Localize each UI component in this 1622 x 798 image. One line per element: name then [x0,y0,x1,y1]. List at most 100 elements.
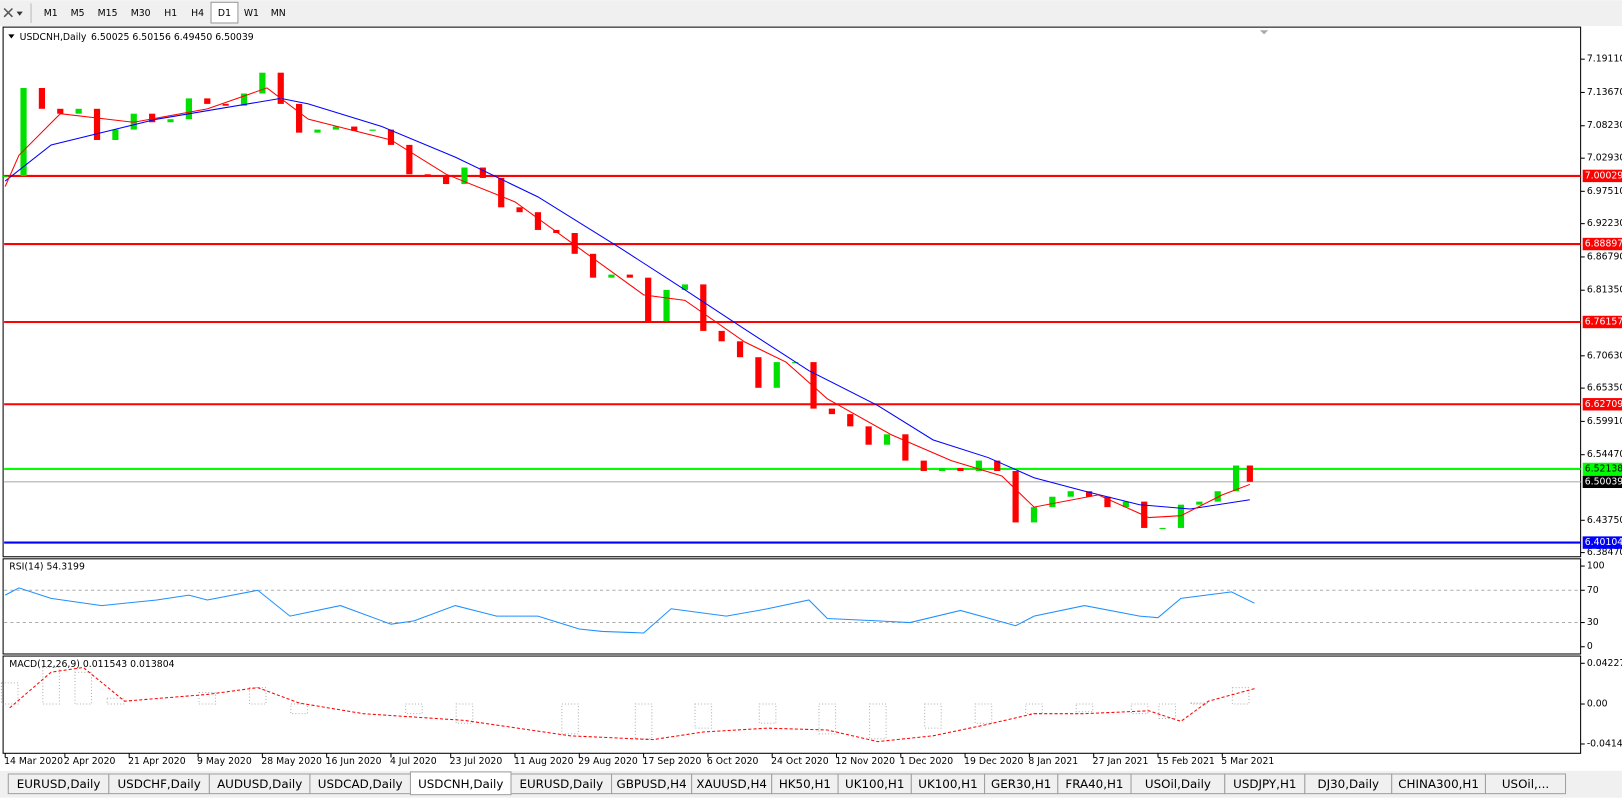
level-label: 7.00029 [1585,170,1622,181]
tab-label[interactable]: USDJPY,H1 [1233,777,1296,791]
timeframe-button[interactable]: MN [271,8,286,19]
timeframe-button[interactable]: M1 [44,8,58,19]
y-tick-label: 7.13670 [1587,87,1622,98]
tab-label[interactable]: GBPUSD,H4 [617,777,687,791]
symbol-label: USDCNH,Daily [20,32,87,43]
candle [773,362,780,388]
tab-label[interactable]: FRA40,H1 [1065,777,1123,791]
tab[interactable] [1484,773,1567,795]
candle [351,126,358,131]
timeframe-button[interactable]: M15 [98,8,118,19]
candle [1196,501,1203,505]
tab-label[interactable]: HK50,H1 [779,777,831,791]
level-label: 6.52138 [1585,463,1622,474]
timeframe-button[interactable]: H1 [164,8,177,19]
candle [608,274,615,278]
rsi-panel [2,558,1582,655]
timeframe-button[interactable]: H4 [191,8,204,19]
candle [149,113,156,123]
x-tick-label: 29 Aug 2020 [578,756,638,767]
y-tick-label: 6.59910 [1587,416,1622,427]
candle [1214,491,1221,502]
tab-label[interactable]: XAUUSD,H4 [696,777,767,791]
level-label: 6.88897 [1585,239,1622,250]
tab-label[interactable]: UK100,H1 [918,777,977,791]
candle [93,108,101,140]
candle [1104,496,1111,508]
x-tick-label: 23 Jul 2020 [450,756,503,767]
moving-average [4,97,1250,510]
candle [332,126,339,130]
tab-label[interactable]: AUDUSD,Daily [217,777,302,791]
tab-label[interactable]: GER30,H1 [991,777,1051,791]
level-label-bg [1582,462,1622,476]
y-tick-label: 6.97510 [1587,186,1622,197]
timeframe-button[interactable]: M5 [71,8,85,19]
y-tick-label: 6.81350 [1587,285,1622,296]
candle [112,129,119,140]
main-panel [2,26,1582,558]
candle [20,87,27,177]
x-tick-label: 1 Dec 2020 [900,756,954,767]
level-label-bg [1582,315,1622,329]
macd-signal [9,666,1255,743]
y-tick-label: 30 [1587,617,1599,628]
candle [479,167,486,178]
tab-label[interactable]: CHINA300,H1 [1398,777,1479,791]
tab-label[interactable]: DJ30,Daily [1317,777,1379,791]
candle [828,408,835,415]
tab-label[interactable]: USDCNH,Daily [418,777,503,791]
candle [1232,465,1240,492]
candle [700,284,707,331]
macd-bar [248,687,267,705]
macd-bar [1190,702,1209,705]
x-tick-label: 9 May 2020 [197,756,252,767]
candle [589,253,597,278]
macd-bar [924,703,942,729]
tab-label[interactable]: UK100,H1 [845,777,904,791]
last-price-label: 6.50039 [1585,476,1622,487]
macd-bar [198,691,217,705]
tab-label[interactable]: USOil,... [1502,777,1549,791]
y-tick-label: 6.92230 [1587,218,1622,229]
candle [792,362,799,364]
candle [994,460,1001,472]
tab-label[interactable]: EURUSD,Daily [519,777,603,791]
moving-average [4,87,1250,519]
macd-bar [561,703,579,735]
candle [442,176,450,185]
candle [75,108,82,114]
candle [204,98,211,104]
tab-label[interactable]: USOil,Daily [1145,777,1211,791]
y-tick-label: 6.38470 [1587,547,1622,558]
x-tick-label: 11 Aug 2020 [514,756,574,767]
dropdown-icon[interactable] [16,11,23,16]
ohlc-label: 6.50025 6.50156 6.49450 6.50039 [91,32,254,43]
collapse-icon[interactable] [8,34,15,39]
candle [975,460,982,472]
candle [718,330,725,342]
macd-bar [106,697,125,705]
y-tick-label: 0 [1587,641,1593,652]
timeframe-button[interactable]: D1 [218,8,231,19]
candle [534,212,542,230]
x-tick-label: 19 Dec 2020 [964,756,1023,767]
tab-label[interactable]: EURUSD,Daily [17,777,101,791]
x-tick-label: 21 Apr 2020 [128,756,186,767]
timeframe-button[interactable]: M30 [131,8,151,19]
crosshair-icon[interactable] [3,7,13,18]
timeframe-button[interactable]: W1 [244,8,259,19]
candle [1012,471,1019,523]
toolbar [0,0,1622,27]
tab-label[interactable]: USDCHF,Daily [117,777,200,791]
candle [387,129,395,145]
candle [2,176,9,178]
tab-label[interactable]: USDCAD,Daily [318,777,403,791]
x-tick-label: 2 Apr 2020 [64,756,116,767]
rsi-title: RSI(14) 54.3199 [9,562,85,573]
candle [920,460,927,472]
candle [1141,501,1148,528]
x-tick-label: 17 Sep 2020 [643,756,702,767]
y-tick-label: 6.86790 [1587,251,1622,262]
